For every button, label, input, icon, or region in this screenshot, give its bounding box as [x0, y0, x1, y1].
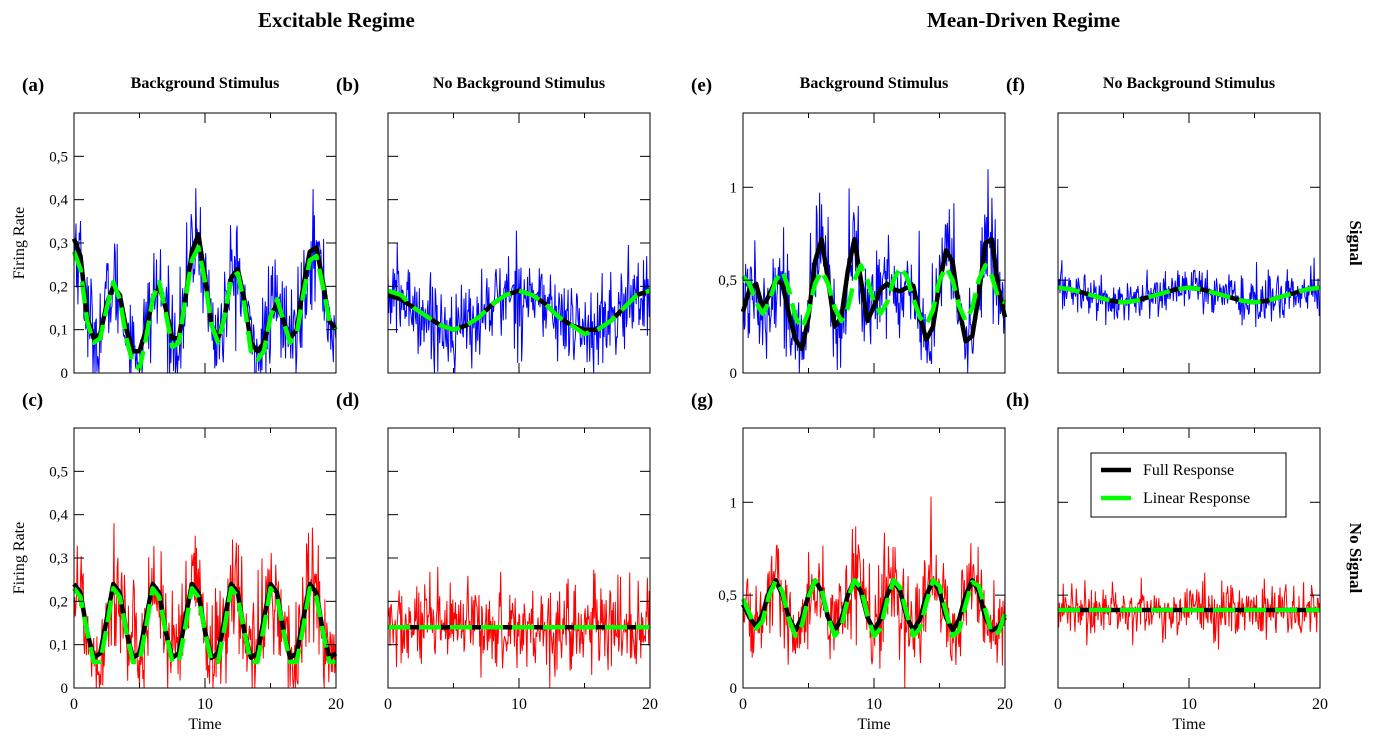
axes-frame-b: [387, 112, 651, 374]
y-tick-label: 0,2: [49, 279, 68, 295]
panel-e: 0 0,5 1 (e) Background Stimulus: [691, 75, 1008, 382]
x-tick-label: 20: [1312, 696, 1328, 713]
noisy-firing-rate-trace-h: [1057, 572, 1321, 650]
x-tick-label: 20: [997, 696, 1013, 713]
panel-letter: (d): [336, 390, 359, 411]
noisy-firing-rate-trace-b: [387, 230, 651, 374]
y-tick-label: 0: [730, 366, 738, 382]
linear-response-line-c: [72, 586, 336, 665]
y-tick-label: 0,3: [49, 551, 68, 567]
linear-response-line-g: [740, 578, 1008, 639]
excitable-regime-title: Excitable Regime: [258, 8, 415, 32]
x-tick-label: 0: [739, 696, 747, 713]
y-tick-label: 0,1: [49, 323, 68, 339]
full-response-line-e: [740, 237, 1008, 352]
noisy-firing-rate-trace-d: [387, 566, 651, 689]
x-tick-label: 10: [866, 696, 882, 713]
x-axis-label: Time: [857, 716, 890, 733]
y-tick-label: 0: [61, 681, 69, 697]
axes-frame-d: [387, 427, 651, 689]
panel-title: Background Stimulus: [131, 75, 280, 92]
y-tick-label: 0,1: [49, 638, 68, 654]
linear-response-line-a: [71, 245, 338, 371]
panel-letter: (f): [1006, 75, 1025, 96]
linear-response-line-e: [741, 263, 1007, 331]
mean-driven-regime-title: Mean-Driven Regime: [927, 8, 1121, 32]
x-tick-label: 20: [642, 696, 658, 713]
legend-linear-label: Linear Response: [1143, 490, 1250, 507]
panel-b: (b) No Background Stimulus: [336, 75, 651, 374]
y-tick-label: 1: [730, 495, 738, 511]
axes-frame-g: [742, 427, 1006, 689]
legend-full-label: Full Response: [1143, 462, 1234, 479]
panel-c: 0 0,1 0,2 0,3 0,4 0,5 0 10 20 Time Firing Rate (c): [11, 390, 344, 733]
noisy-firing-rate-trace-f: [1057, 257, 1321, 328]
y-tick-label: 1: [730, 180, 738, 196]
panel-title: Background Stimulus: [800, 75, 949, 92]
y-tick-label: 0,4: [49, 193, 68, 209]
x-tick-label: 20: [328, 696, 344, 713]
panel-f: (f) No Background Stimulus: [1006, 75, 1321, 374]
panel-letter: (h): [1006, 390, 1029, 411]
panel-d: 0 10 20 (d): [336, 390, 658, 713]
panel-letter: (b): [336, 75, 359, 96]
full-response-line-c: [72, 581, 338, 660]
panel-title: No Background Stimulus: [433, 75, 605, 92]
panel-letter: (e): [691, 75, 712, 96]
y-tick-label: 0,5: [718, 273, 737, 289]
row-label-signal: Signal: [1346, 220, 1365, 266]
y-tick-label: 0: [61, 366, 69, 382]
x-tick-label: 10: [1181, 696, 1197, 713]
panel-letter: (g): [691, 390, 713, 411]
y-tick-label: 0,5: [718, 588, 737, 604]
y-axis-label: Firing Rate: [11, 207, 28, 279]
y-tick-label: 0,4: [49, 508, 68, 524]
y-tick-label: 0,5: [49, 149, 68, 165]
x-tick-label: 10: [197, 696, 213, 713]
legend-box: [1090, 452, 1287, 518]
y-tick-label: 0,5: [49, 464, 68, 480]
axes-frame-f: [1057, 112, 1321, 374]
x-tick-label: 0: [1054, 696, 1062, 713]
x-axis-label: Time: [1172, 716, 1205, 733]
y-tick-label: 0,2: [49, 594, 68, 610]
linear-response-line-b: [387, 288, 651, 337]
x-tick-label: 0: [70, 696, 78, 713]
row-label-no-signal: No Signal: [1346, 523, 1365, 594]
panel-title: No Background Stimulus: [1103, 75, 1275, 92]
x-axis-label: Time: [188, 716, 221, 733]
x-tick-label: 10: [511, 696, 527, 713]
y-axis-label: Firing Rate: [11, 522, 28, 594]
linear-response-line-f: [1057, 285, 1321, 305]
y-tick-label: 0: [730, 681, 738, 697]
panel-letter: (c): [22, 390, 43, 411]
panel-a: 0 0,1 0,2 0,3 0,4 0,5 Firing Rate (a) Background…: [11, 75, 338, 382]
panel-h: 0 10 20 Time (h) Full Response Linear Response: [1006, 390, 1328, 733]
x-tick-label: 0: [384, 696, 392, 713]
y-tick-label: 0,3: [49, 236, 68, 252]
panel-letter: (a): [22, 75, 44, 96]
